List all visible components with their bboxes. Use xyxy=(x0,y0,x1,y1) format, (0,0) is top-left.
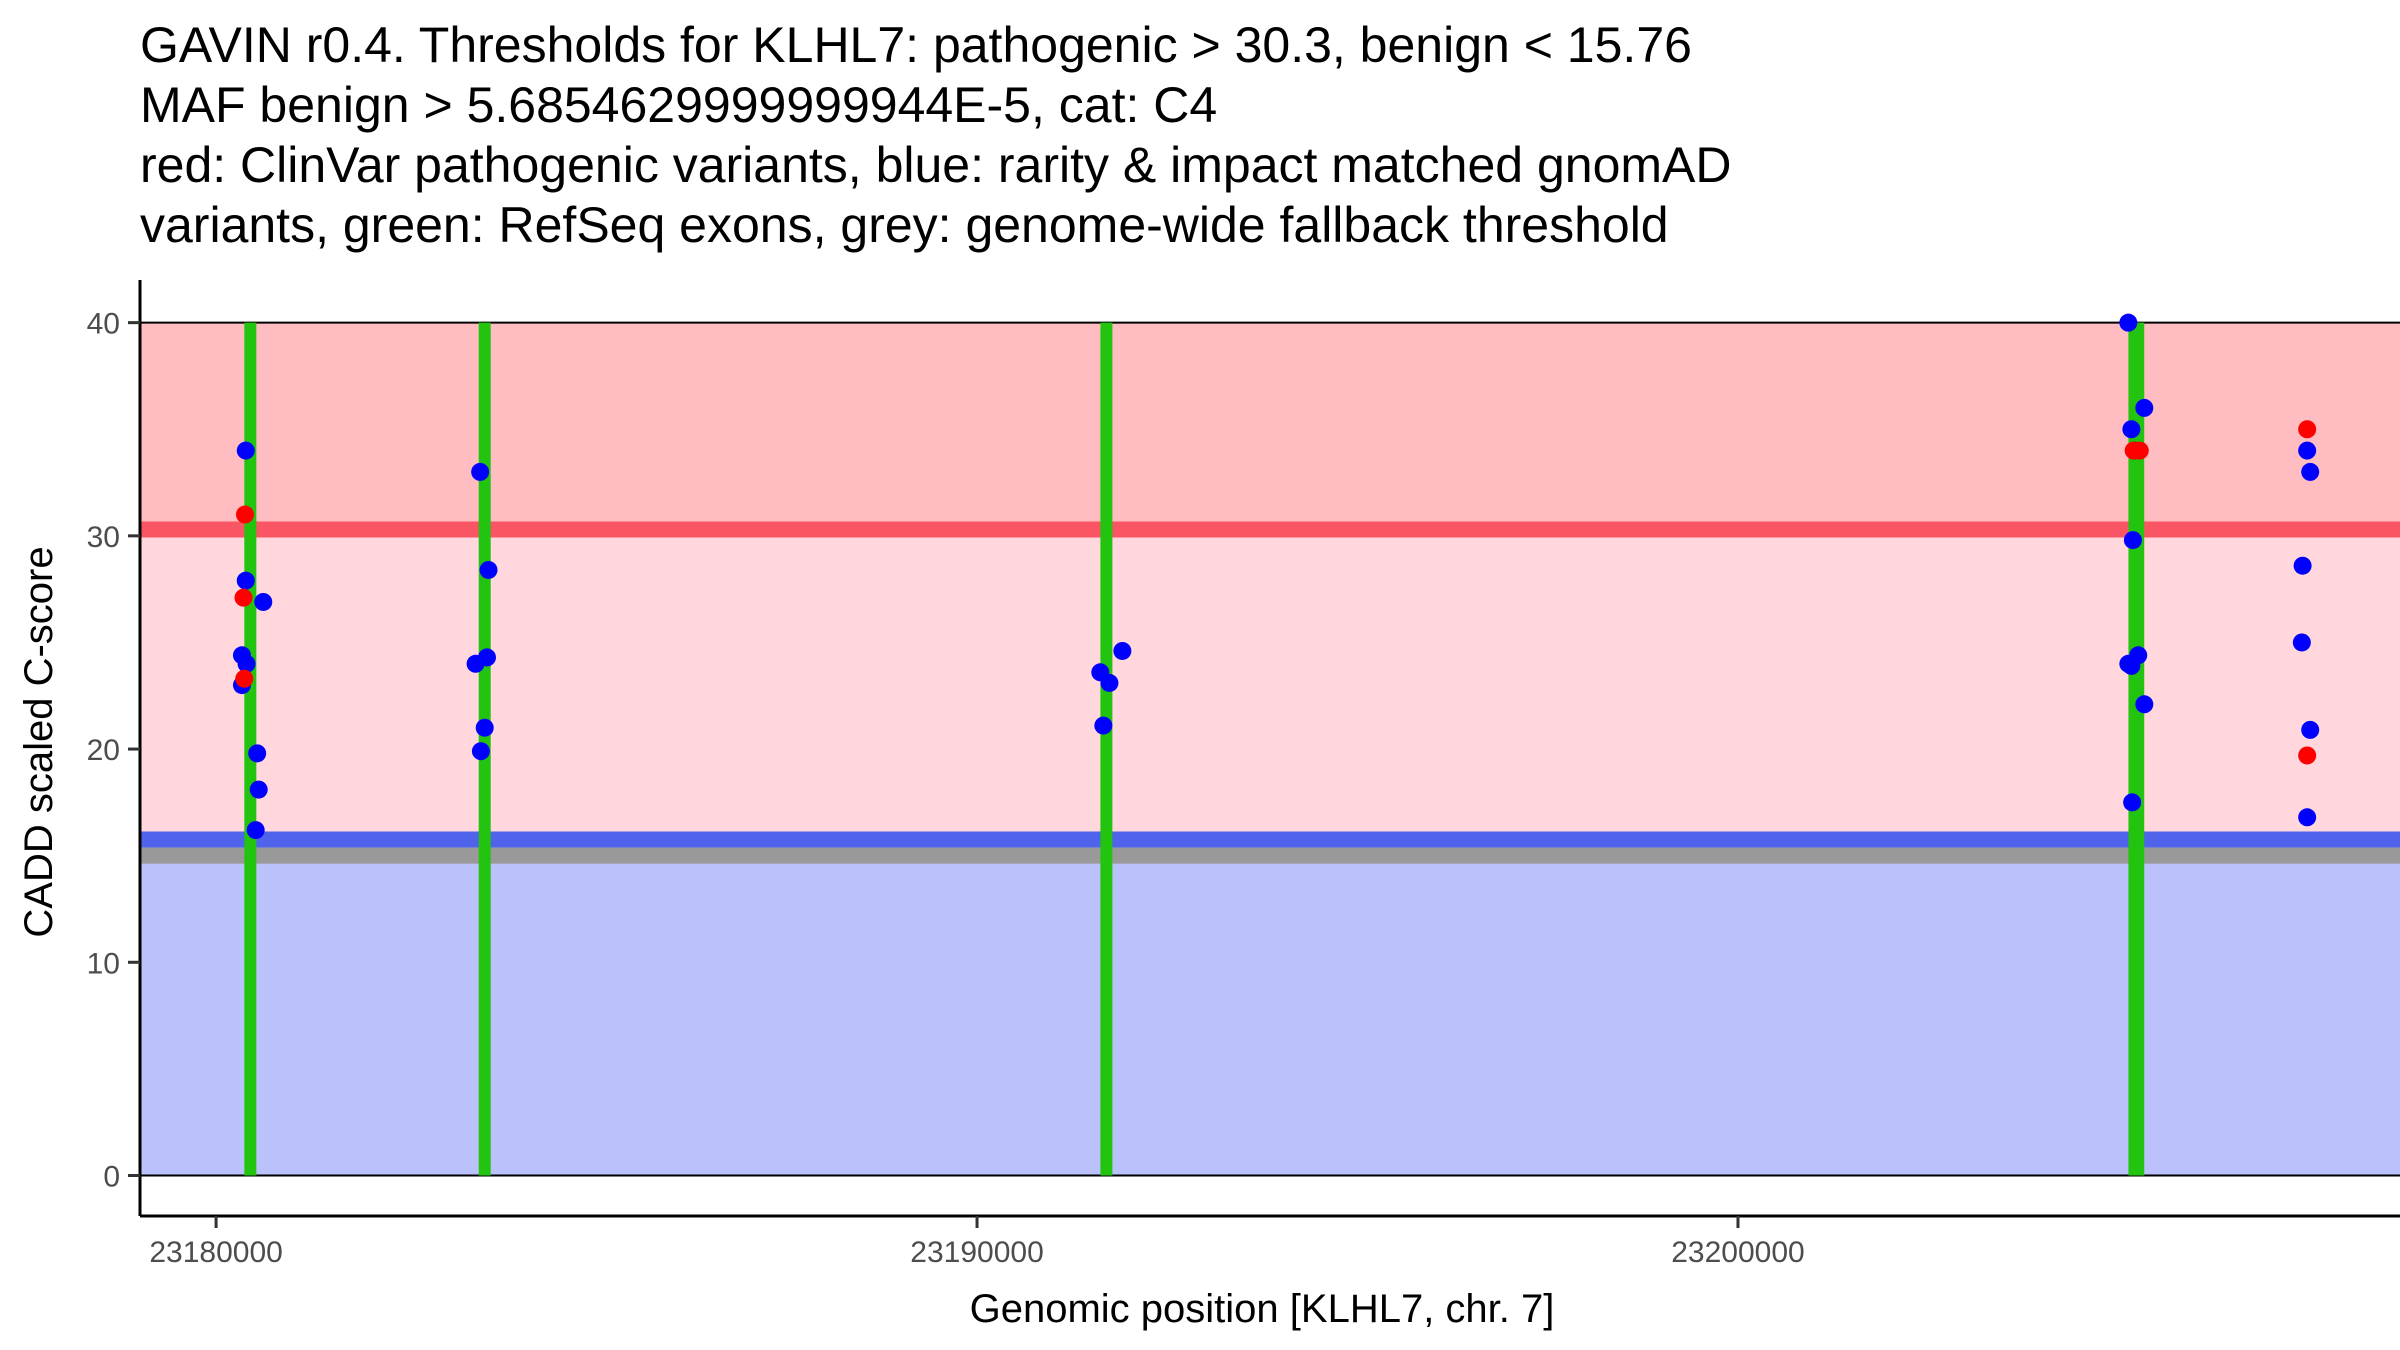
gnomad-point-11 xyxy=(479,560,498,579)
clinvar-point-7 xyxy=(2298,746,2317,765)
title-line-1: GAVIN r0.4. Thresholds for KLHL7: pathog… xyxy=(140,17,1692,73)
x-tick-label-23180000: 23180000 xyxy=(149,1236,282,1269)
gnomad-point-1 xyxy=(236,441,255,460)
gnomad-point-32 xyxy=(2293,556,2312,575)
x-axis-ticks: 23180000 23190000 23200000 xyxy=(149,1216,1805,1269)
gnomad-point-7 xyxy=(248,744,267,763)
y-tick-label-10: 10 xyxy=(87,947,120,980)
y-tick-label-30: 30 xyxy=(87,521,120,554)
clinvar-point-5 xyxy=(2130,441,2149,460)
x-tick-label-23200000: 23200000 xyxy=(1671,1236,1804,1269)
gnomad-point-33 xyxy=(2292,633,2311,652)
gnomad-point-22 xyxy=(2122,420,2141,439)
gnomad-point-2 xyxy=(236,571,255,590)
gnomad-point-10 xyxy=(471,462,490,481)
gnomad-point-13 xyxy=(477,648,496,667)
gnomad-point-19 xyxy=(1094,716,1113,735)
gnomad-point-20 xyxy=(2119,313,2138,332)
clinvar-point-3 xyxy=(235,669,254,688)
clinvar-point-6 xyxy=(2298,420,2317,439)
benign-region xyxy=(140,839,2400,1176)
gnomad-point-5 xyxy=(237,654,256,673)
x-tick-label-23190000: 23190000 xyxy=(910,1236,1043,1269)
gnomad-point-9 xyxy=(246,821,265,840)
gnomad-point-24 xyxy=(2123,531,2142,550)
x-axis-title: Genomic position [KLHL7, chr. 7] xyxy=(970,1287,1555,1331)
gnomad-point-28 xyxy=(2135,695,2154,714)
title-line-3: red: ClinVar pathogenic variants, blue: … xyxy=(140,137,1731,193)
gnomad-point-3 xyxy=(254,592,273,611)
y-tick-label-0: 0 xyxy=(103,1160,120,1193)
chart-title: GAVIN r0.4. Thresholds for KLHL7: pathog… xyxy=(140,17,1731,253)
y-tick-label-40: 40 xyxy=(87,308,120,341)
gnomad-point-16 xyxy=(1113,641,1132,660)
gnomad-point-31 xyxy=(2301,462,2320,481)
gnomad-point-30 xyxy=(2298,441,2317,460)
gnomad-point-34 xyxy=(2301,720,2320,739)
variant-points xyxy=(232,313,2320,840)
threshold-regions xyxy=(140,321,2400,1177)
gnomad-point-21 xyxy=(2135,398,2154,417)
gnomad-point-15 xyxy=(471,742,490,761)
title-line-4: variants, green: RefSeq exons, grey: gen… xyxy=(140,197,1669,253)
y-axis-ticks: 0 10 20 30 40 xyxy=(87,308,140,1193)
gnomad-point-8 xyxy=(249,780,268,799)
title-line-2: MAF benign > 5.6854629999999944E-5, cat:… xyxy=(140,77,1217,133)
gnomad-point-27 xyxy=(2122,656,2141,675)
gnomad-point-35 xyxy=(2298,808,2317,827)
threshold-lines xyxy=(140,521,2400,864)
gnomad-point-18 xyxy=(1100,673,1119,692)
clinvar-point-2 xyxy=(234,588,253,607)
gnomad-point-14 xyxy=(475,718,494,737)
vus-region xyxy=(140,529,2400,840)
pathogenic-region xyxy=(140,322,2400,530)
gnomad-point-29 xyxy=(2123,793,2142,812)
y-axis-title: CADD scaled C-score xyxy=(17,546,61,937)
clinvar-point-1 xyxy=(236,505,255,524)
y-tick-label-20: 20 xyxy=(87,734,120,767)
